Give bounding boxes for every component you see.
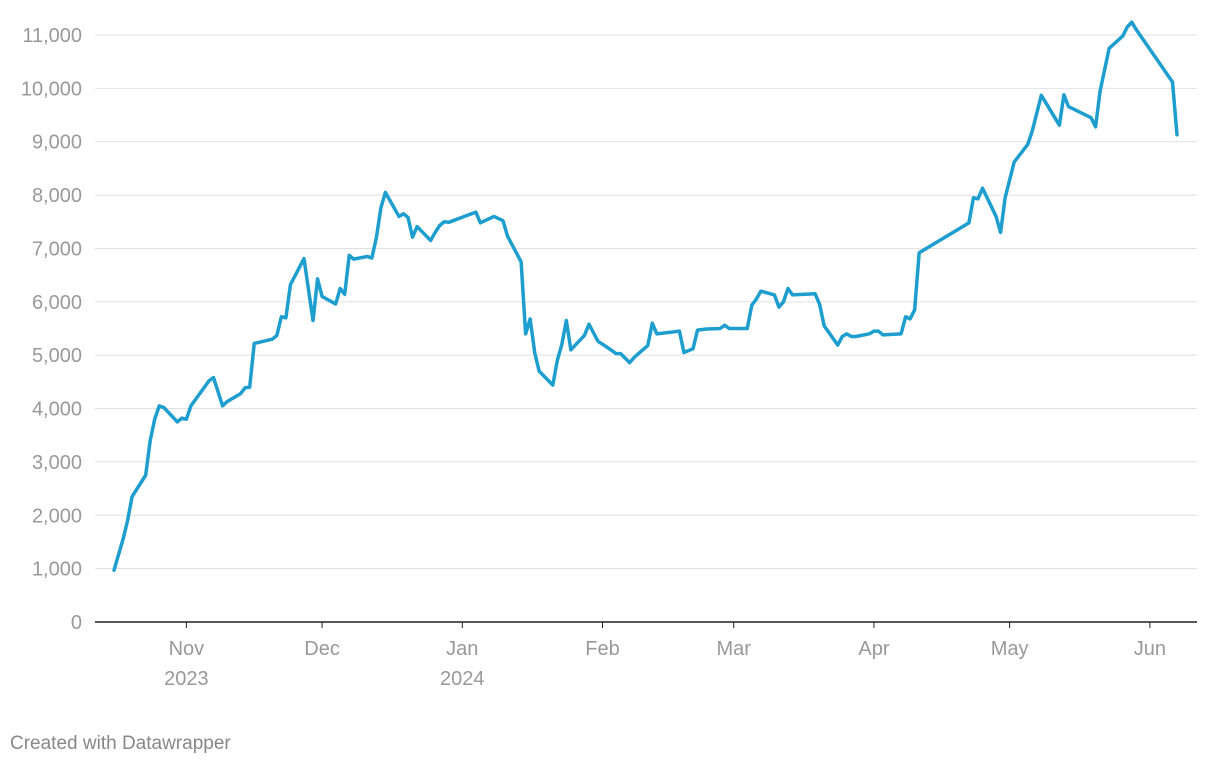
x-tick-label: May: [991, 638, 1029, 660]
datawrapper-credit: Created with Datawrapper: [10, 733, 231, 754]
series-group: [112, 20, 1179, 572]
x-axis: Nov 2023 Dec Jan 2024 Feb Mar Apr May Jun: [95, 621, 1197, 690]
y-tick-label: 8,000: [32, 185, 82, 207]
y-tick-label: 3,000: [32, 452, 82, 474]
series-line: [112, 20, 1179, 572]
x-tick-label: Jun: [1134, 638, 1166, 660]
gridlines: [95, 34, 1197, 570]
y-tick-label: 5,000: [32, 345, 82, 367]
x-tick-label: Jan: [446, 638, 478, 660]
y-tick-label: 2,000: [32, 505, 82, 527]
x-tick-label: Nov: [169, 638, 205, 660]
y-tick-label: 9,000: [32, 132, 82, 154]
y-tick-label: 0: [71, 612, 82, 634]
y-tick-label: 10,000: [21, 78, 82, 100]
y-tick-label: 1,000: [32, 559, 82, 581]
y-tick-label: 6,000: [32, 292, 82, 314]
x-tick-label: Apr: [858, 638, 889, 660]
y-tick-label: 4,000: [32, 399, 82, 421]
y-axis: 0 1,000 2,000 3,000 4,000 5,000 6,000 7,000 8,00…: [21, 25, 82, 634]
y-tick-label: 11,000: [22, 25, 82, 47]
x-tick-label: Feb: [585, 638, 619, 660]
x-tick-year-label: 2023: [164, 668, 209, 690]
x-tick-year-label: 2024: [440, 668, 485, 690]
y-tick-label: 7,000: [32, 238, 82, 260]
x-tick-label: Mar: [716, 638, 751, 660]
x-tick-label: Dec: [304, 638, 340, 660]
